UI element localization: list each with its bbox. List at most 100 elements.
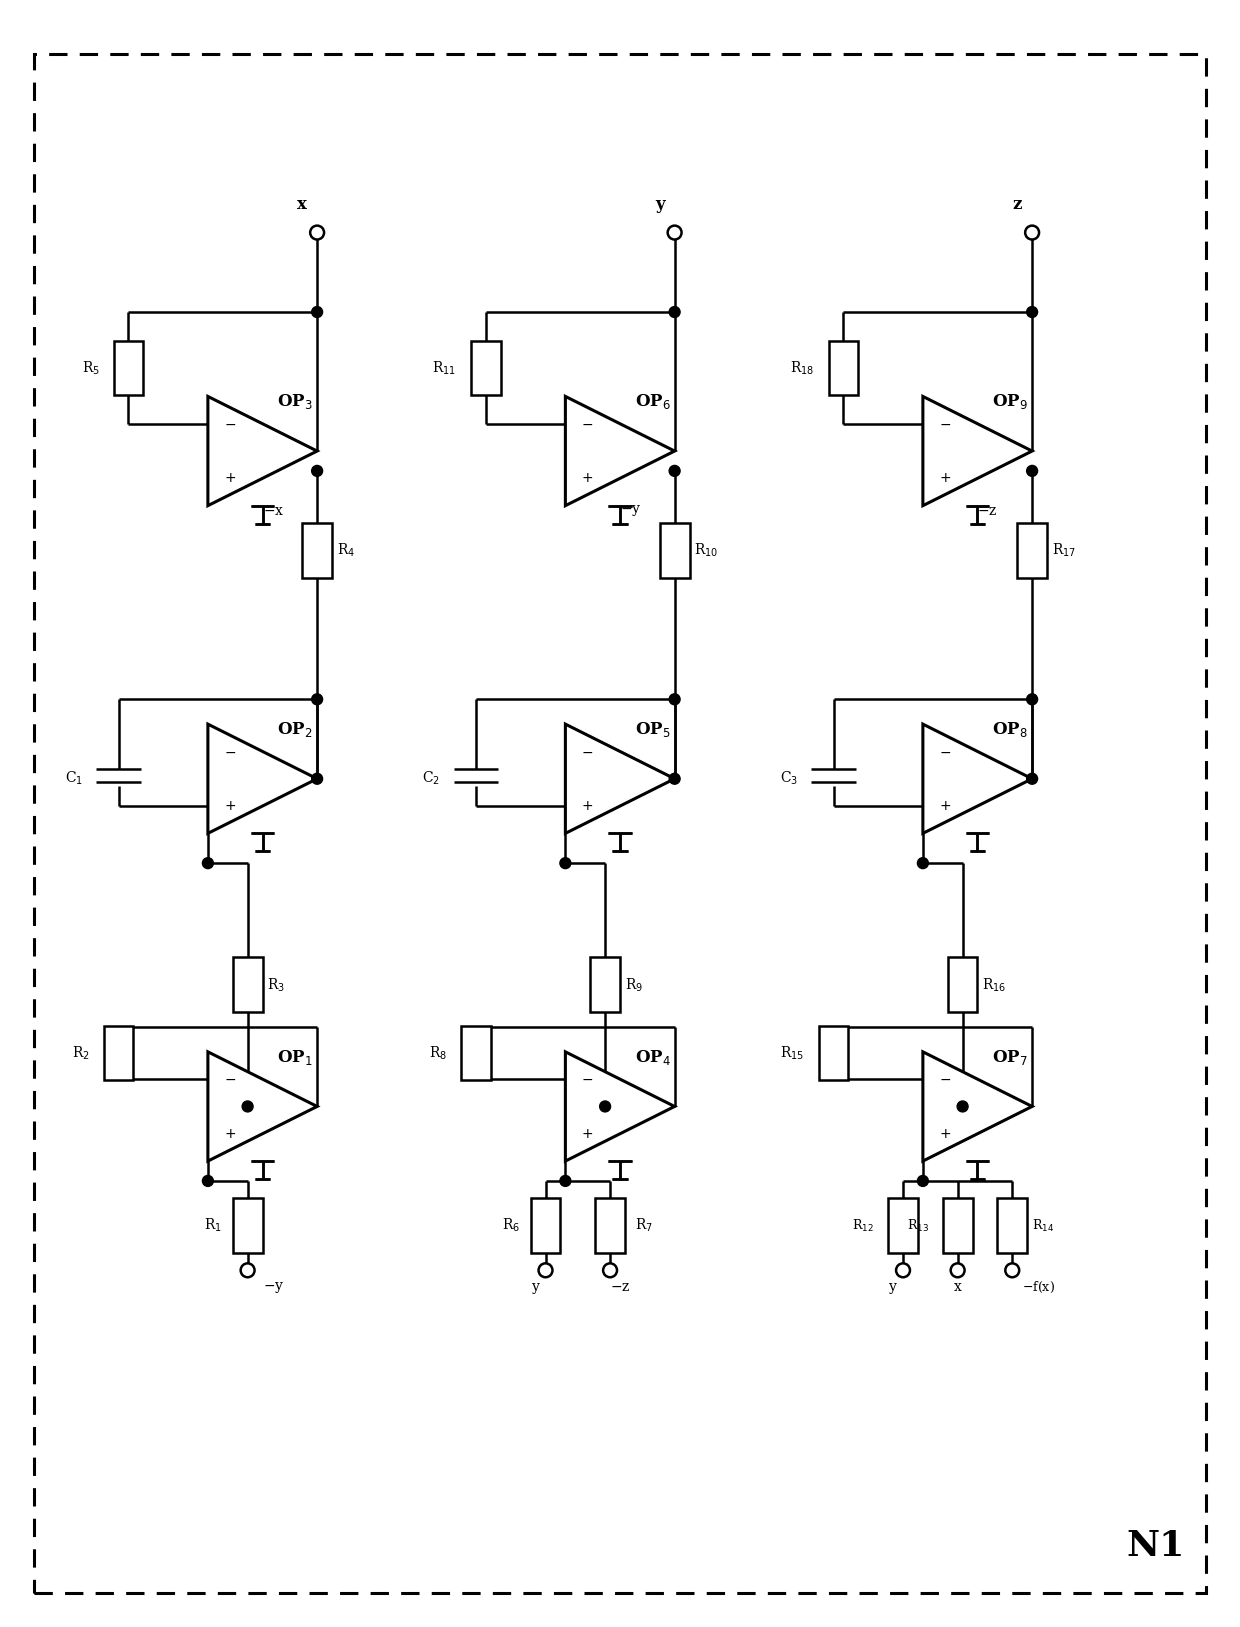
Text: $+$: $+$ — [582, 472, 593, 485]
Circle shape — [603, 1263, 618, 1277]
Text: y: y — [655, 195, 665, 213]
Text: OP$_3$: OP$_3$ — [278, 392, 312, 412]
Bar — [818, 1025, 848, 1080]
Text: R$_9$: R$_9$ — [625, 976, 644, 994]
Text: R$_4$: R$_4$ — [337, 542, 355, 560]
Polygon shape — [565, 1051, 675, 1162]
Bar — [590, 958, 620, 1012]
Text: OP$_4$: OP$_4$ — [635, 1048, 671, 1067]
Bar — [942, 1199, 972, 1253]
Circle shape — [241, 1263, 254, 1277]
Text: $+$: $+$ — [582, 1128, 593, 1141]
Bar — [104, 1025, 134, 1080]
Text: OP$_7$: OP$_7$ — [992, 1048, 1028, 1067]
Bar — [997, 1199, 1027, 1253]
Text: R$_{15}$: R$_{15}$ — [780, 1045, 804, 1062]
Text: y: y — [889, 1280, 897, 1293]
Text: R$_1$: R$_1$ — [203, 1217, 222, 1235]
Text: R$_{10}$: R$_{10}$ — [694, 542, 719, 560]
Text: $-$z: $-$z — [610, 1280, 630, 1293]
Text: OP$_8$: OP$_8$ — [992, 721, 1028, 739]
Text: R$_6$: R$_6$ — [502, 1217, 520, 1235]
Bar — [114, 340, 144, 395]
Bar — [233, 958, 263, 1012]
Text: R$_7$: R$_7$ — [635, 1217, 652, 1235]
Text: C$_2$: C$_2$ — [423, 770, 440, 787]
Circle shape — [670, 693, 680, 704]
Circle shape — [600, 1101, 610, 1111]
Text: x: x — [298, 195, 308, 213]
Circle shape — [670, 773, 680, 784]
Text: $-$: $-$ — [939, 417, 951, 431]
Text: R$_{13}$: R$_{13}$ — [906, 1217, 929, 1233]
Text: y: y — [532, 1280, 539, 1293]
Text: OP$_2$: OP$_2$ — [278, 721, 312, 739]
Bar — [303, 522, 332, 578]
Text: OP$_1$: OP$_1$ — [278, 1048, 312, 1067]
Circle shape — [918, 1175, 929, 1186]
Text: $-$: $-$ — [582, 417, 593, 431]
Text: $-$: $-$ — [223, 417, 236, 431]
Bar — [461, 1025, 491, 1080]
Circle shape — [918, 857, 929, 869]
Circle shape — [202, 1175, 213, 1186]
Circle shape — [1027, 773, 1038, 784]
Text: $+$: $+$ — [223, 472, 236, 485]
Circle shape — [957, 1101, 968, 1111]
Polygon shape — [923, 1051, 1032, 1162]
Bar — [660, 522, 689, 578]
Text: $-$: $-$ — [582, 1072, 593, 1087]
Text: OP$_6$: OP$_6$ — [635, 392, 671, 412]
Text: OP$_9$: OP$_9$ — [992, 392, 1028, 412]
Circle shape — [242, 1101, 253, 1111]
Text: R$_{14}$: R$_{14}$ — [1032, 1217, 1054, 1233]
Circle shape — [1006, 1263, 1019, 1277]
Polygon shape — [923, 724, 1032, 833]
Polygon shape — [208, 1051, 317, 1162]
Text: R$_{18}$: R$_{18}$ — [790, 360, 813, 376]
Bar — [471, 340, 501, 395]
Circle shape — [1027, 693, 1038, 704]
Bar — [233, 1199, 263, 1253]
Polygon shape — [565, 724, 675, 833]
Circle shape — [1027, 306, 1038, 317]
Text: $-$f(x): $-$f(x) — [1022, 1280, 1055, 1295]
Text: R$_{16}$: R$_{16}$ — [982, 976, 1007, 994]
Polygon shape — [208, 397, 317, 506]
Circle shape — [560, 1175, 570, 1186]
Bar — [1017, 522, 1047, 578]
Text: OP$_5$: OP$_5$ — [635, 721, 671, 739]
Text: $+$: $+$ — [223, 1128, 236, 1141]
Circle shape — [311, 773, 322, 784]
Polygon shape — [565, 397, 675, 506]
Text: R$_{17}$: R$_{17}$ — [1052, 542, 1076, 560]
Circle shape — [311, 693, 322, 704]
Text: $-$: $-$ — [223, 1072, 236, 1087]
Text: z: z — [1013, 195, 1022, 213]
Text: R$_5$: R$_5$ — [82, 360, 99, 376]
Text: $-$: $-$ — [582, 745, 593, 758]
Text: C$_1$: C$_1$ — [64, 770, 83, 787]
Text: $+$: $+$ — [223, 799, 236, 814]
Bar — [828, 340, 858, 395]
Circle shape — [310, 226, 324, 239]
Text: $-$: $-$ — [223, 745, 236, 758]
Polygon shape — [923, 397, 1032, 506]
Text: $+$: $+$ — [939, 799, 951, 814]
Circle shape — [897, 1263, 910, 1277]
Circle shape — [667, 226, 682, 239]
Polygon shape — [208, 724, 317, 833]
Circle shape — [670, 465, 680, 477]
Circle shape — [951, 1263, 965, 1277]
Circle shape — [202, 857, 213, 869]
Circle shape — [1025, 226, 1039, 239]
Text: $-$z: $-$z — [977, 504, 998, 517]
Text: $-$y: $-$y — [263, 1280, 284, 1295]
Circle shape — [311, 306, 322, 317]
Text: R$_{11}$: R$_{11}$ — [433, 360, 456, 376]
Text: R$_2$: R$_2$ — [72, 1045, 89, 1062]
Text: $-$x: $-$x — [263, 504, 284, 517]
Bar — [888, 1199, 918, 1253]
Text: $+$: $+$ — [939, 1128, 951, 1141]
Bar — [531, 1199, 560, 1253]
